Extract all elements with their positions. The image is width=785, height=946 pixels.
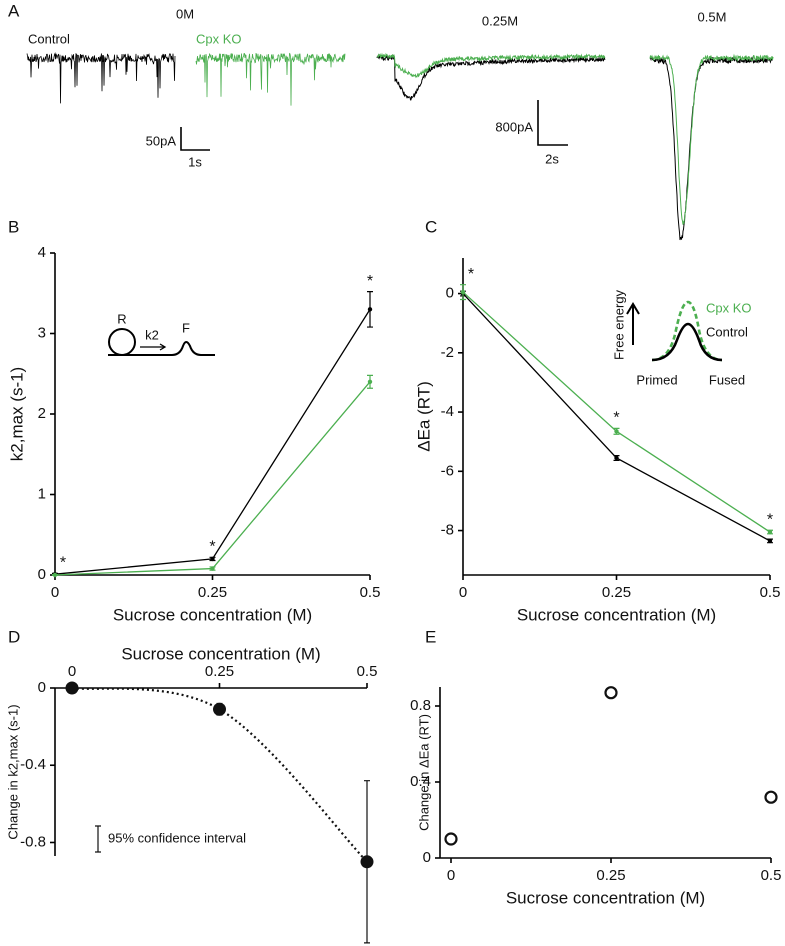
y-tick-label: 0.4	[410, 773, 431, 790]
x-tick-label: 0	[447, 867, 455, 884]
y-tick-label: 0	[446, 285, 454, 302]
legend-label: 95% confidence interval	[108, 830, 246, 845]
condition-label: 0M	[176, 6, 194, 21]
panel-label: A	[8, 1, 20, 20]
x-tick-label: 0	[68, 663, 76, 680]
y-tick-label: 1	[38, 485, 46, 502]
y-tick-label: 2	[38, 405, 46, 422]
inset-label: Primed	[636, 372, 677, 387]
x-axis-label: Sucrose concentration (M)	[121, 644, 320, 663]
trace	[649, 56, 774, 241]
scale-label: 50pA	[146, 133, 177, 148]
x-tick-label: 0.25	[198, 584, 227, 601]
inset-label: Free energy	[611, 289, 626, 360]
legend-label: Cpx KO	[196, 31, 242, 46]
panel-label: E	[425, 627, 436, 646]
y-tick-label: 0	[423, 849, 431, 866]
point	[764, 790, 778, 804]
scale-bar	[537, 100, 568, 146]
panel-label: D	[8, 627, 20, 646]
y-tick-label: -0.4	[20, 756, 46, 773]
x-tick-label: 0	[459, 584, 467, 601]
y-tick-label: 0.8	[410, 697, 431, 714]
x-tick-label: 0.25	[596, 867, 625, 884]
inset-membrane	[108, 341, 215, 356]
y-tick-label: -0.8	[20, 833, 46, 850]
y-tick-label: 0	[38, 566, 46, 583]
y-tick-label: -6	[441, 462, 454, 479]
significance-mark: *	[60, 555, 66, 572]
significance-mark: *	[367, 273, 373, 290]
y-tick-label: -4	[441, 403, 454, 420]
y-tick-label: -2	[441, 344, 454, 361]
point	[614, 429, 619, 434]
point	[604, 686, 618, 700]
inset-label: R	[117, 311, 126, 326]
point	[65, 681, 79, 695]
point	[767, 538, 773, 544]
y-tick-label: 4	[38, 244, 46, 261]
inset-legend: Control	[706, 324, 748, 339]
scale-label: 800pA	[495, 119, 533, 134]
y-tick-label: 3	[38, 324, 46, 341]
point	[444, 832, 458, 846]
panel-label: B	[8, 217, 19, 236]
inset-curve	[651, 322, 723, 362]
significance-mark: *	[613, 410, 619, 427]
inset-curve	[651, 300, 723, 362]
x-tick-label: 0.5	[760, 584, 781, 601]
y-axis-label: ΔEa (RT)	[414, 381, 433, 452]
x-axis-label: Sucrose concentration (M)	[113, 605, 312, 624]
inset-label: k2	[145, 327, 159, 342]
point	[367, 379, 373, 384]
x-tick-label: 0.25	[205, 663, 234, 680]
inset-legend: Cpx KO	[706, 300, 752, 315]
inset-vesicle	[108, 328, 136, 356]
legend-label: Control	[28, 31, 70, 46]
trace	[649, 53, 774, 225]
x-tick-label: 0.5	[360, 584, 381, 601]
point	[460, 289, 466, 295]
y-tick-label: -8	[441, 522, 454, 539]
point	[52, 572, 58, 578]
inset-arrow	[626, 302, 640, 345]
significance-mark: *	[209, 539, 215, 556]
scale-label: 2s	[545, 151, 559, 166]
trace	[195, 52, 346, 106]
panel-label: C	[425, 217, 437, 236]
point	[210, 566, 215, 571]
x-tick-label: 0.5	[357, 663, 378, 680]
legend-error-glyph	[95, 825, 101, 853]
scale-bar	[180, 127, 210, 151]
y-axis-label: Change in k2,max (s-1)	[5, 704, 20, 839]
x-tick-label: 0	[51, 584, 59, 601]
x-tick-label: 0.25	[602, 584, 631, 601]
x-tick-label: 0.5	[761, 867, 782, 884]
scale-label: 1s	[188, 154, 202, 169]
series-line	[54, 309, 371, 575]
y-axis-label: Change in ΔEa (RT)	[416, 714, 431, 831]
inset-arrow	[140, 343, 167, 351]
trace	[376, 52, 606, 79]
condition-label: 0.5M	[698, 9, 727, 24]
y-axis-label: k2,max (s-1)	[7, 367, 26, 461]
point	[210, 556, 215, 562]
inset-label: Fused	[709, 372, 745, 387]
y-tick-label: 0	[38, 679, 46, 696]
condition-label: 0.25M	[482, 13, 518, 28]
x-axis-label: Sucrose concentration (M)	[506, 888, 705, 907]
trace	[26, 51, 176, 104]
significance-mark: *	[468, 266, 474, 283]
point	[213, 702, 226, 716]
point	[614, 455, 619, 461]
point	[767, 529, 773, 535]
trace	[376, 54, 606, 101]
significance-mark: *	[767, 511, 773, 528]
inset-label: F	[182, 320, 190, 335]
point	[367, 307, 373, 312]
x-axis-label: Sucrose concentration (M)	[517, 605, 716, 624]
point	[360, 855, 374, 869]
